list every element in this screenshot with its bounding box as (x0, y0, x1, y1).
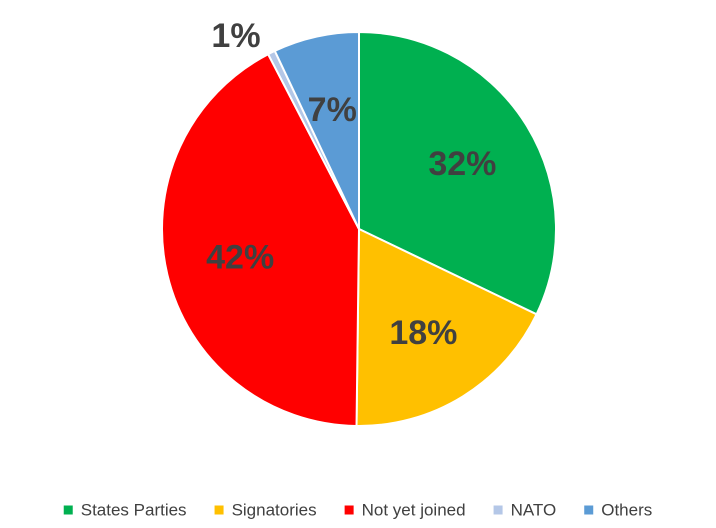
legend-item-not-yet-joined: Not yet joined (344, 501, 466, 520)
data-label-nato: 1% (211, 17, 260, 55)
legend-item-nato: NATO (493, 501, 557, 520)
legend-label-states-parties: States Parties (81, 501, 187, 520)
pie-slice-others (273, 30, 360, 230)
legend-swatch-nato (493, 505, 503, 515)
pie-slice-not-yet-joined (161, 52, 361, 427)
legend-item-states-parties: States Parties (63, 501, 187, 520)
legend-swatch-others (584, 505, 594, 515)
legend-label-others: Others (601, 501, 652, 520)
pie-slice-states-parties (358, 30, 557, 316)
legend-swatch-states-parties (63, 505, 73, 515)
pie-data-labels: 32% 18% 42% 1% 7% (206, 17, 496, 352)
legend-item-signatories: Signatories (214, 501, 317, 520)
data-label-not-yet-joined: 42% (206, 238, 274, 276)
legend: States Parties Signatories Not yet joined N… (63, 501, 652, 520)
pie-slice-signatories (355, 227, 538, 427)
legend-swatch-signatories (214, 505, 224, 515)
legend-swatch-not-yet-joined (344, 505, 354, 515)
data-label-signatories: 18% (389, 314, 457, 352)
data-label-states-parties: 32% (428, 145, 496, 183)
pie-slices (161, 30, 557, 427)
legend-label-not-yet-joined: Not yet joined (362, 501, 466, 520)
legend-label-nato: NATO (511, 501, 557, 520)
legend-label-signatories: Signatories (232, 501, 317, 520)
legend-item-others: Others (584, 501, 652, 520)
data-label-others: 7% (308, 91, 357, 129)
